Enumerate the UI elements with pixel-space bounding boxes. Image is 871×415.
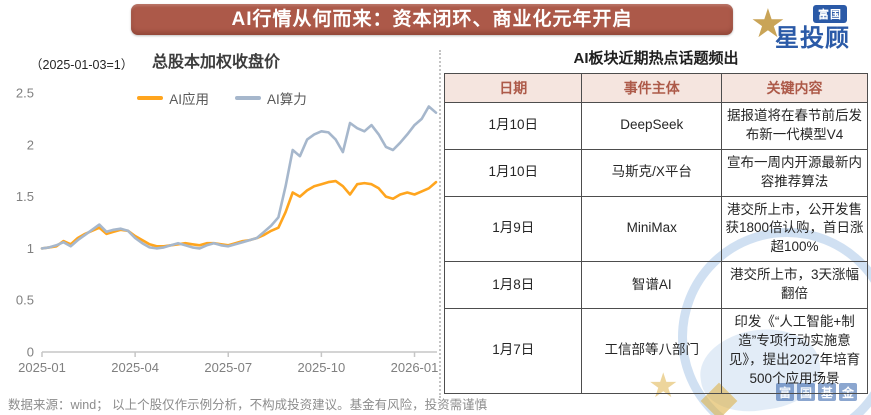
date-cell: 1月9日	[443, 195, 583, 263]
chart-legend: AI应用 AI算力	[0, 88, 444, 108]
entity-cell: DeepSeek	[581, 102, 723, 150]
legend-item: AI算力	[235, 88, 307, 108]
x-tick-label: 2026-01	[391, 360, 439, 375]
chart-base-note: （2025-01-03=1）	[30, 58, 134, 72]
table-row: 1月7日 工信部等八部门 印发《“人工智能+制造”专项行动实施意见》，提出2027年…	[443, 308, 868, 394]
y-tick-label: 0.5	[16, 293, 34, 308]
legend-label: AI算力	[267, 92, 307, 107]
brand-logo: ★ 星投顾 富国	[750, 2, 868, 52]
content-cell: 港交所上市，公开发售获1800倍认购，首日涨超100%	[721, 195, 868, 263]
table-row: 1月8日 智谱AI 港交所上市，3天涨幅翻倍	[443, 261, 868, 310]
table-row: 1月10日 DeepSeek 据报道将在春节前后发布新一代模型V4	[443, 102, 868, 150]
y-tick-label: 2.5	[16, 86, 34, 101]
vertical-divider	[439, 50, 441, 398]
x-tick-label: 2025-01	[18, 360, 66, 375]
star-icon: ★	[750, 2, 786, 46]
content-cell: 印发《“人工智能+制造”专项行动实施意见》，提出2027年培育500个应用场景	[721, 308, 868, 394]
content-cell: 据报道将在春节前后发布新一代模型V4	[721, 102, 868, 150]
y-tick-label: 0	[27, 345, 34, 360]
events-table: 日期 事件主体 关键内容 1月10日 DeepSeek 据报道将在春节前后发布新一代模型…	[443, 73, 868, 394]
legend-swatch	[235, 96, 261, 100]
date-cell: 1月10日	[443, 102, 583, 150]
entity-cell: 马斯克/X平台	[581, 148, 723, 197]
content-cell: 宣布一周内开源最新内容推荐算法	[721, 148, 868, 197]
table-row: 1月10日 马斯克/X平台 宣布一周内开源最新内容推荐算法	[443, 148, 868, 197]
content-cell: 港交所上市，3天涨幅翻倍	[721, 261, 868, 310]
x-tick-label: 2025-07	[204, 360, 252, 375]
x-tick-label: 2025-10	[298, 360, 346, 375]
y-tick-label: 1.5	[16, 189, 34, 204]
x-tick-label: 2025-04	[111, 360, 159, 375]
chart-title: 总股本加权收盘价	[152, 54, 281, 71]
source-disclaimer: 数据来源：wind； 以上个股仅作示例分析，不构成投资建议。基金有风险，投资需谨…	[8, 398, 488, 412]
entity-cell: MiniMax	[581, 195, 723, 263]
date-cell: 1月7日	[443, 308, 583, 394]
table-header-row: 日期 事件主体 关键内容	[443, 73, 868, 103]
y-tick-label: 1	[27, 241, 34, 256]
events-panel: AI板块近期热点话题频出 日期 事件主体 关键内容 1月10日 DeepSeek 据报道…	[443, 47, 868, 394]
title-banner: AI行情从何而来：资本闭环、商业化元年开启	[131, 4, 733, 35]
banner-title: AI行情从何而来：资本闭环、商业化元年开启	[231, 9, 633, 30]
table-header-cell: 事件主体	[581, 73, 723, 103]
entity-cell: 工信部等八部门	[581, 308, 723, 394]
table-header-cell: 日期	[443, 73, 583, 103]
table-row: 1月9日 MiniMax 港交所上市，公开发售获1800倍认购，首日涨超100%	[443, 195, 868, 263]
ai-app-line	[40, 179, 438, 250]
y-tick-label: 2	[27, 137, 34, 152]
table-header-cell: 关键内容	[721, 73, 868, 103]
brand-badge: 富国	[813, 5, 847, 23]
ai-compute-line	[40, 105, 438, 250]
legend-item: AI应用	[137, 88, 209, 108]
date-cell: 1月8日	[443, 261, 583, 310]
legend-swatch	[137, 96, 164, 100]
brand-name: 星投顾	[775, 25, 850, 52]
legend-label: AI应用	[169, 92, 209, 107]
entity-cell: 智谱AI	[581, 261, 723, 310]
price-line-chart: 2025-01 2025-04 2025-07 2025-10 2026-01 0 0.5 1…	[16, 86, 439, 376]
table-title: AI板块近期热点话题频出	[573, 50, 739, 67]
date-cell: 1月10日	[443, 148, 583, 197]
